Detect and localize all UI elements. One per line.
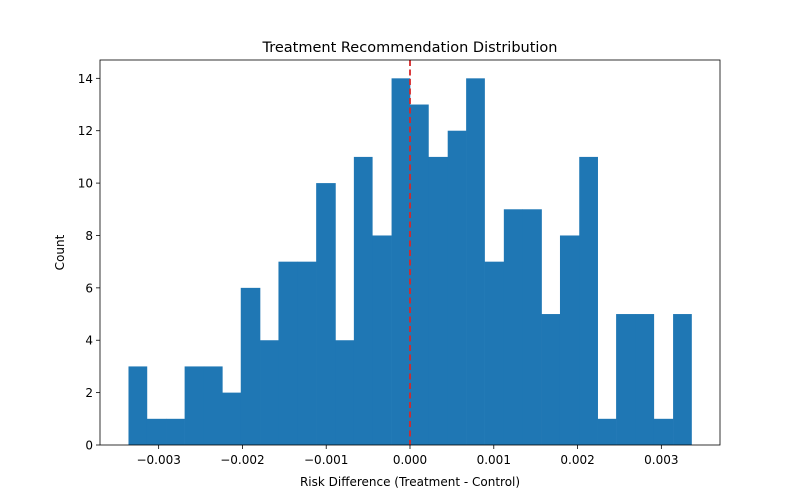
x-tick-label: −0.001 bbox=[304, 453, 348, 467]
histogram-bar bbox=[316, 183, 336, 445]
histogram-bar bbox=[166, 418, 185, 445]
histogram-bar bbox=[335, 340, 355, 445]
histogram-bar bbox=[616, 314, 636, 445]
histogram-bar bbox=[653, 418, 674, 445]
y-tick-label: 12 bbox=[78, 124, 93, 138]
x-tick-label: 0.002 bbox=[560, 453, 594, 467]
histogram-bar bbox=[128, 366, 148, 445]
histogram-bar bbox=[184, 366, 205, 445]
histogram-bar bbox=[260, 340, 279, 445]
y-tick-label: 4 bbox=[85, 334, 93, 348]
histogram-bar bbox=[372, 235, 392, 445]
chart-title: Treatment Recommendation Distribution bbox=[261, 40, 557, 56]
histogram-bar bbox=[503, 209, 523, 445]
bars-group bbox=[128, 78, 692, 446]
histogram-bar bbox=[597, 418, 617, 445]
histogram-bar bbox=[203, 366, 223, 445]
histogram-bar bbox=[673, 314, 692, 445]
y-tick-label: 6 bbox=[85, 281, 93, 295]
histogram-bar bbox=[222, 392, 242, 445]
histogram-bar bbox=[579, 156, 598, 445]
y-tick-label: 8 bbox=[85, 229, 93, 243]
y-tick-label: 14 bbox=[78, 72, 93, 86]
x-tick-label: −0.002 bbox=[220, 453, 264, 467]
histogram-bar bbox=[635, 314, 655, 445]
histogram-bar bbox=[428, 156, 449, 445]
histogram-bar bbox=[278, 261, 299, 445]
x-axis-ticks: −0.003 −0.002 −0.001 0.000 0.001 0.002 0.003 bbox=[136, 445, 679, 467]
x-axis-label: Risk Difference (Treatment - Control) bbox=[300, 475, 520, 489]
histogram-bar bbox=[297, 261, 317, 445]
x-tick-label: −0.003 bbox=[136, 453, 180, 467]
histogram-bar bbox=[240, 287, 261, 445]
histogram-bar bbox=[484, 261, 505, 445]
histogram-bar bbox=[447, 130, 467, 445]
histogram-bar bbox=[559, 235, 580, 445]
y-tick-label: 0 bbox=[85, 439, 93, 453]
histogram-bar bbox=[146, 418, 167, 445]
histogram-bar bbox=[410, 104, 429, 446]
y-axis-ticks: 0 2 4 6 8 10 12 14 bbox=[78, 72, 100, 453]
histogram-bar bbox=[391, 78, 411, 445]
histogram-bar bbox=[541, 314, 561, 445]
y-tick-label: 2 bbox=[85, 386, 93, 400]
histogram-bar bbox=[353, 156, 373, 445]
histogram-bar bbox=[522, 209, 542, 445]
y-tick-label: 10 bbox=[78, 177, 93, 191]
x-tick-label: 0.003 bbox=[644, 453, 678, 467]
x-tick-label: 0.000 bbox=[393, 453, 427, 467]
x-tick-label: 0.001 bbox=[477, 453, 511, 467]
histogram-bar bbox=[466, 78, 485, 445]
y-axis-label: Count bbox=[53, 234, 67, 270]
